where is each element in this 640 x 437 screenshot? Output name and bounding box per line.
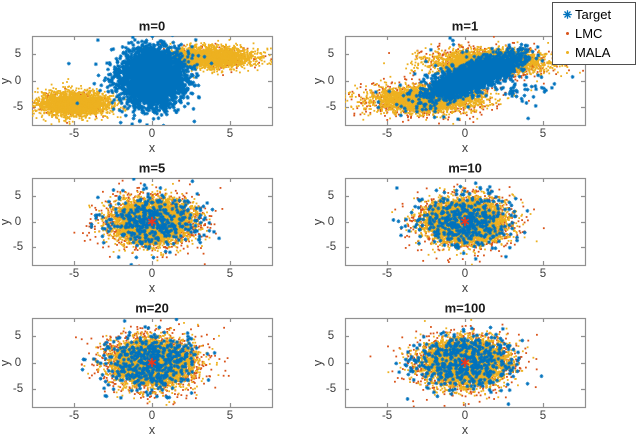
y-axis-label: y	[0, 359, 12, 365]
y-axis-label: y	[311, 359, 325, 366]
subplot-title-m10: m=10	[448, 160, 482, 176]
x-axis-label: x	[148, 281, 156, 295]
y-axis-label: y	[0, 218, 12, 224]
x-tick-label: 5	[226, 268, 234, 280]
subplot-title-m1: m=1	[451, 18, 479, 34]
subplot-title-m5: m=5	[138, 160, 166, 176]
x-tick-label: 5	[226, 410, 234, 422]
legend: Target LMC MALA	[552, 2, 636, 65]
y-tick-label: -5	[325, 100, 337, 113]
y-tick-label: 5	[327, 330, 335, 343]
x-tick-label: 5	[539, 268, 547, 280]
subplot-title-m100: m=100	[444, 300, 486, 316]
x-tick-label: 0	[461, 268, 469, 280]
y-axis-label: y	[311, 77, 325, 84]
legend-label-target: Target	[575, 7, 612, 22]
x-tick-label: 5	[226, 128, 234, 140]
y-tick-label: 0	[14, 356, 22, 369]
x-tick-label: 0	[461, 410, 469, 422]
y-tick-label: -5	[325, 382, 337, 395]
x-axis-label: x	[461, 423, 469, 437]
y-tick-label: 5	[14, 330, 22, 343]
lmc-dot-icon	[559, 32, 575, 35]
x-axis-label: x	[148, 423, 156, 437]
legend-label-lmc: LMC	[575, 26, 603, 41]
x-axis-label: x	[461, 281, 469, 295]
x-tick-label: -5	[381, 410, 393, 422]
y-axis-label: y	[0, 77, 12, 83]
x-axis-label: x	[148, 141, 156, 155]
x-axis-label: x	[461, 141, 469, 155]
subplot-title-m20: m=20	[135, 300, 169, 316]
x-tick-label: -5	[381, 268, 393, 280]
x-tick-label: 0	[148, 410, 156, 422]
x-tick-label: 0	[148, 128, 156, 140]
y-axis-label: y	[311, 218, 325, 225]
y-tick-label: -5	[12, 100, 24, 113]
x-tick-label: 5	[539, 128, 547, 140]
legend-entry-target: Target	[559, 5, 635, 24]
x-tick-label: -5	[381, 128, 393, 140]
y-tick-label: 0	[327, 356, 335, 369]
y-tick-label: 5	[14, 48, 22, 61]
y-tick-label: 0	[14, 215, 22, 228]
x-tick-label: -5	[68, 410, 80, 422]
x-tick-label: 0	[148, 268, 156, 280]
y-tick-label: 5	[14, 189, 22, 202]
y-tick-label: -5	[12, 241, 24, 254]
legend-entry-lmc: LMC	[559, 24, 635, 43]
x-tick-label: -5	[68, 268, 80, 280]
y-tick-label: 5	[327, 189, 335, 202]
y-tick-label: 5	[327, 48, 335, 61]
y-tick-label: 0	[327, 74, 335, 87]
y-tick-label: 0	[14, 74, 22, 87]
target-star-icon	[559, 9, 575, 20]
x-tick-label: 5	[539, 410, 547, 422]
legend-label-mala: MALA	[575, 45, 611, 60]
x-tick-label: 0	[461, 128, 469, 140]
legend-entry-mala: MALA	[559, 43, 635, 62]
y-tick-label: -5	[12, 382, 24, 395]
mala-dot-icon	[559, 51, 575, 54]
subplot-title-m0: m=0	[138, 18, 166, 34]
x-tick-label: -5	[68, 128, 80, 140]
y-tick-label: -5	[325, 241, 337, 254]
y-tick-label: 0	[327, 215, 335, 228]
